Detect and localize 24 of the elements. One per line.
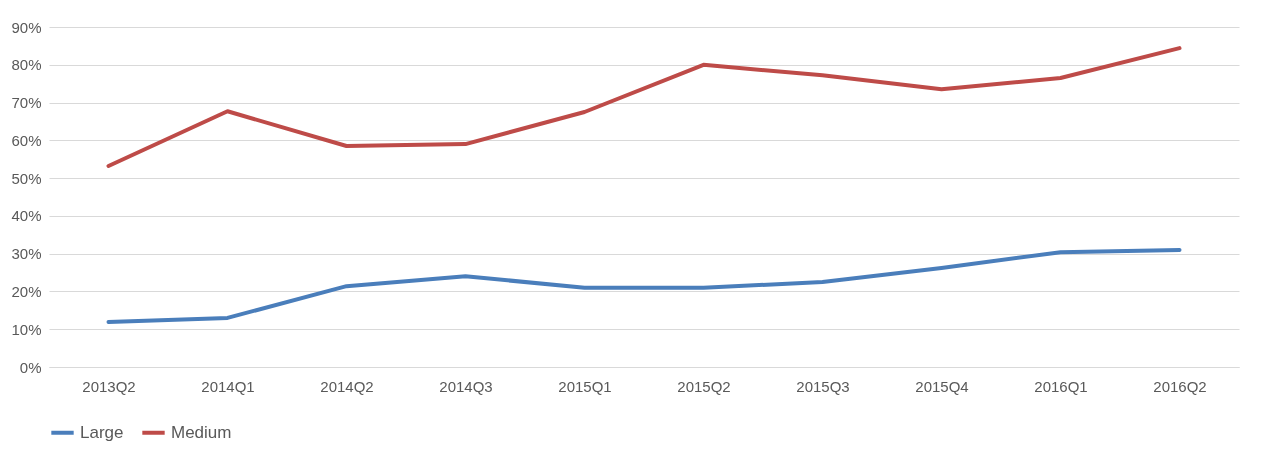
y-tick-label: 30% (11, 245, 42, 263)
y-tick-label: 0% (19, 358, 42, 376)
legend-label: Medium (171, 422, 232, 442)
y-tick-label: 70% (11, 94, 42, 112)
y-tick-label: 10% (11, 320, 42, 338)
y-tick-label: 60% (11, 131, 42, 149)
x-tick-label: 2015Q4 (915, 377, 969, 395)
line-series (106, 247, 1182, 325)
x-tick-label: 2016Q2 (1153, 377, 1207, 395)
x-tick-label: 2014Q2 (320, 377, 374, 395)
line-series (106, 46, 1182, 169)
y-tick-label: 90% (11, 18, 42, 36)
y-tick-label: 50% (11, 169, 42, 187)
x-tick-label: 2014Q3 (439, 377, 493, 395)
x-tick-label: 2016Q1 (1034, 377, 1088, 395)
legend-label: Large (80, 422, 124, 442)
y-tick-label: 80% (11, 56, 42, 74)
y-tick-label: 40% (11, 207, 42, 225)
x-tick-label: 2014Q1 (201, 377, 255, 395)
x-tick-label: 2013Q2 (82, 377, 136, 395)
y-tick-label: 20% (11, 282, 42, 300)
x-tick-label: 2015Q2 (677, 377, 731, 395)
x-tick-label: 2015Q3 (796, 377, 850, 395)
x-tick-label: 2015Q1 (558, 377, 612, 395)
